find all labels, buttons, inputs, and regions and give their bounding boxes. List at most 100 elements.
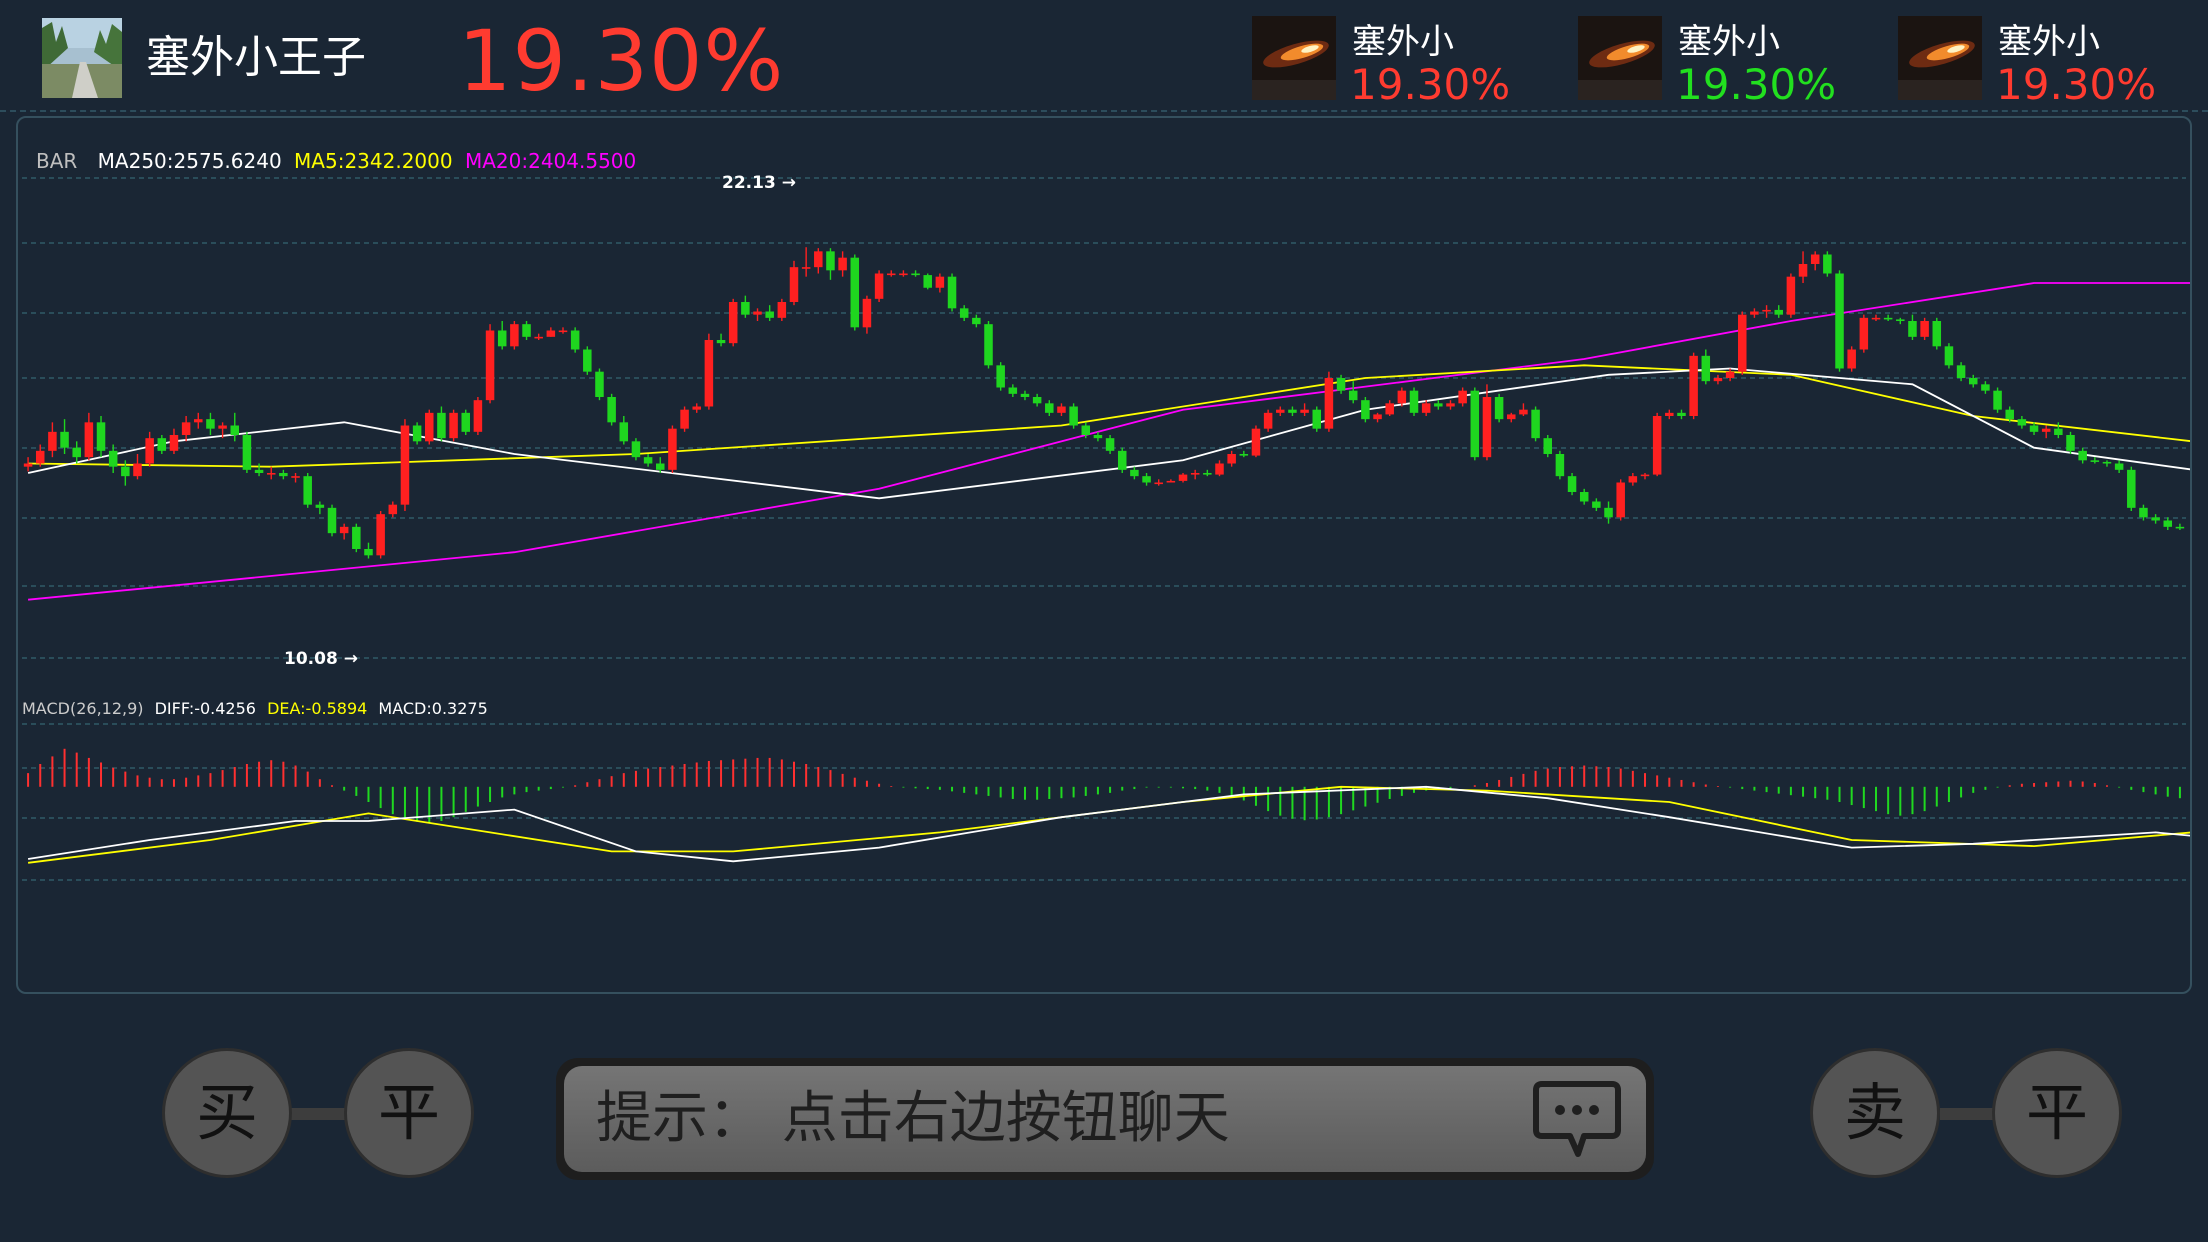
candle-body [558,330,568,333]
candle-body [789,267,799,302]
candle-body [23,463,33,467]
candle-body [1993,390,2002,410]
candle-body [1215,463,1224,475]
candle-body [266,473,276,475]
close-position-left-button[interactable]: 平 [344,1048,474,1178]
candle-body [2127,469,2136,508]
candle-body [814,251,823,268]
candle-body [1385,403,1394,415]
candle-body [1750,311,1759,315]
candle-body [1227,454,1236,464]
candle-body [1470,390,1480,458]
candle-body [157,438,167,451]
candle-body [1178,474,1188,481]
close-position-right-button[interactable]: 平 [1992,1048,2122,1178]
player-avatar[interactable] [42,18,122,98]
legend-ma250: MA250:2575.6240 [98,149,282,173]
candle-body [1555,454,1565,477]
candle-body [1665,412,1674,416]
candle-body [1117,450,1127,470]
candle-body [2114,463,2124,470]
candle-body [2066,435,2075,451]
opponent-avatar [1898,16,1982,100]
game-header: 塞外小王子 19.30% 塞外小 19.30% 塞外小 19.30 [0,0,2208,112]
candle-body [1312,409,1322,429]
candle-body [1020,393,1030,397]
candle-body [1689,355,1698,416]
candle-body [1859,317,1869,350]
candle-body [1786,276,1796,315]
candle-body [1057,406,1066,413]
chat-bar[interactable]: 提示： 点击右边按钮聊天 [556,1058,1654,1180]
candle-body [1336,378,1346,391]
candle-body [327,507,337,534]
candle-body [254,469,264,473]
candle-body [425,412,434,442]
candle-body [1069,406,1078,426]
candle-body [1701,355,1711,382]
macd-indicator [27,748,2190,864]
candle-body [862,298,872,328]
opponent-name: 塞外小 [1998,22,2100,62]
buy-button[interactable]: 买 [162,1048,292,1178]
candle-body [1203,473,1212,475]
candle-body [2078,450,2087,461]
candle-body [1494,397,1504,420]
candle-body [60,431,69,448]
candle-body [1458,390,1467,404]
candle-body [1944,346,1954,366]
candle-body [1154,482,1163,485]
candle-body [1324,378,1334,429]
candle-body [412,425,422,442]
candle-body [2054,428,2063,435]
candle-body [826,251,835,271]
candle-body [595,371,604,397]
candle-body [607,397,616,423]
opponent-2[interactable]: 塞外小 19.30% [1578,14,1878,108]
player-name: 塞外小王子 [146,32,366,83]
candle-body [1981,384,1990,391]
buy-close-connector [290,1108,360,1120]
candle-body [510,324,519,347]
sell-button[interactable]: 卖 [1810,1048,1940,1178]
candle-body [1093,435,1103,439]
ma250-line [27,367,2190,500]
candle-body [181,422,191,435]
candle-body [437,412,446,439]
candle-body [1896,319,1905,322]
chat-bar-inner: 提示： 点击右边按钮聊天 [564,1066,1646,1172]
candle-body [1725,371,1735,378]
candle-body [2041,428,2051,432]
candle-body [1434,403,1443,407]
candle-body [546,330,556,337]
candle-body [1579,492,1589,502]
candle-body [72,447,81,458]
candle-body [643,457,653,464]
kline-chart[interactable]: BAR MA250:2575.6240 MA5:2342.2000 MA20:2… [18,118,2190,992]
svg-text:BAR MA250:2575.6240: BAR MA250:2575.6240 MA5:2342.2000 MA20:2… [36,149,636,173]
candle-body [339,526,349,534]
candle-body [1288,409,1297,413]
candle-body [1300,409,1309,413]
chat-bubble-icon[interactable] [1532,1080,1622,1160]
opponent-avatar [1252,16,1336,100]
candle-body [218,425,227,429]
opponent-1[interactable]: 塞外小 19.30% [1252,14,1552,108]
candle-body [364,549,373,556]
candle-body [2029,425,2039,432]
opponent-3[interactable]: 塞外小 19.30% [1898,14,2198,108]
candle-body [2139,507,2148,518]
candle-body [1008,387,1018,394]
header-divider [0,110,2208,112]
candle-body [1652,416,1662,475]
opponent-name: 塞外小 [1678,22,1780,62]
candle-body [1081,425,1091,435]
candlestick-series [23,247,2185,559]
high-price-label: 22.13 [722,173,776,193]
ma20-line [28,282,2190,601]
opponent-percent: 19.30% [1350,60,1511,109]
candle-body [2005,409,2014,420]
candle-body [303,476,312,505]
chart-panel[interactable]: BAR MA250:2575.6240 MA5:2342.2000 MA20:2… [16,116,2192,994]
candle-body [315,504,325,508]
